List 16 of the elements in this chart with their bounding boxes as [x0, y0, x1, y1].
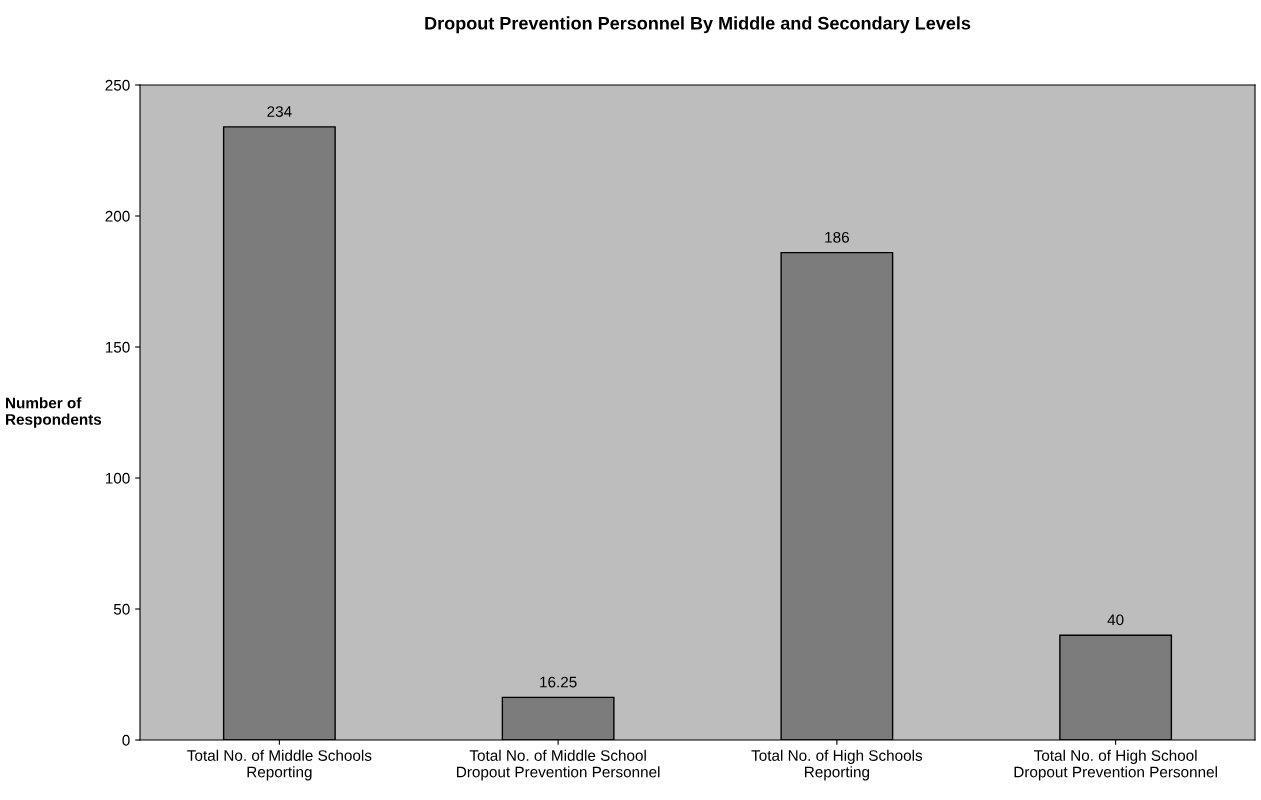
y-tick-label: 100	[105, 472, 130, 484]
x-tick-label: Total No. of Middle School Dropout Prevention Personnel	[457, 749, 660, 781]
data-label: 16.25	[540, 676, 577, 688]
y-tick-label: 200	[105, 210, 130, 222]
data-label: 234	[267, 106, 292, 117]
y-tick-label: 50	[113, 603, 130, 615]
y-tick-label: 250	[105, 79, 130, 91]
data-label: 186	[825, 231, 849, 243]
y-axis-title: Number of Respondents	[6, 397, 102, 428]
x-tick-label: Total No. of High School Dropout Prevention Personnel	[1014, 749, 1217, 781]
y-tick-label: 150	[105, 341, 130, 353]
y-tick-label: 0	[122, 734, 130, 746]
chart-title: Dropout Prevention Personnel By Middle and Secondary Levels	[425, 16, 971, 34]
x-tick-label: Total No. of Middle Schools Reporting	[187, 749, 372, 781]
x-tick-label: Total No. of High Schools Reporting	[751, 749, 923, 781]
data-label: 40	[1107, 614, 1124, 626]
